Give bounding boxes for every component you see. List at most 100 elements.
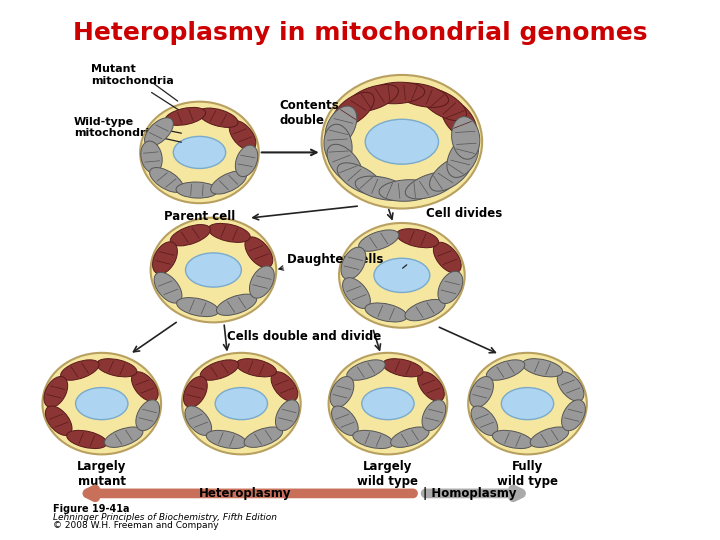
Ellipse shape	[405, 300, 445, 321]
Ellipse shape	[433, 242, 462, 273]
Ellipse shape	[341, 247, 366, 279]
Ellipse shape	[361, 388, 414, 420]
Ellipse shape	[141, 141, 162, 173]
Ellipse shape	[96, 359, 137, 377]
Ellipse shape	[447, 136, 479, 178]
Text: | Homoplasmy: | Homoplasmy	[423, 487, 516, 500]
Ellipse shape	[355, 176, 409, 200]
Ellipse shape	[332, 92, 374, 127]
Text: Largely
wild type: Largely wild type	[357, 460, 418, 488]
Ellipse shape	[430, 156, 472, 191]
Ellipse shape	[76, 388, 128, 420]
Ellipse shape	[154, 272, 182, 303]
Ellipse shape	[468, 353, 587, 454]
Ellipse shape	[331, 406, 358, 435]
Ellipse shape	[522, 359, 562, 377]
Text: Cells double and divide: Cells double and divide	[228, 330, 382, 343]
Text: Contents
double: Contents double	[280, 99, 340, 127]
Ellipse shape	[530, 427, 569, 447]
Ellipse shape	[328, 353, 447, 454]
Text: Largely
mutant: Largely mutant	[77, 460, 127, 488]
Ellipse shape	[337, 163, 383, 195]
Ellipse shape	[365, 119, 438, 164]
Ellipse shape	[104, 427, 143, 447]
Ellipse shape	[422, 400, 446, 431]
Ellipse shape	[492, 430, 533, 449]
Text: Heteroplasmy in mitochondrial genomes: Heteroplasmy in mitochondrial genomes	[73, 22, 647, 45]
Ellipse shape	[200, 360, 238, 380]
Ellipse shape	[211, 171, 246, 194]
Ellipse shape	[343, 278, 370, 308]
Ellipse shape	[359, 230, 399, 251]
Ellipse shape	[271, 372, 298, 401]
Text: Lehninger Principles of Biochemistry, Fifth Edition: Lehninger Principles of Biochemistry, Fi…	[53, 512, 277, 522]
Ellipse shape	[185, 406, 212, 435]
Ellipse shape	[276, 400, 300, 431]
Ellipse shape	[186, 253, 241, 287]
Ellipse shape	[45, 406, 72, 435]
Ellipse shape	[199, 108, 238, 127]
Ellipse shape	[420, 89, 467, 120]
Ellipse shape	[206, 430, 246, 449]
Ellipse shape	[150, 167, 184, 192]
Ellipse shape	[184, 376, 207, 407]
Ellipse shape	[391, 427, 429, 447]
Text: Figure 19-41a: Figure 19-41a	[53, 504, 130, 514]
Ellipse shape	[330, 376, 354, 407]
Ellipse shape	[140, 102, 258, 203]
Text: Heteroplasmy: Heteroplasmy	[199, 487, 291, 500]
Ellipse shape	[176, 182, 218, 198]
Ellipse shape	[395, 83, 449, 107]
Ellipse shape	[136, 400, 160, 431]
Ellipse shape	[325, 106, 357, 147]
Ellipse shape	[347, 360, 385, 380]
Ellipse shape	[322, 75, 482, 208]
Text: Fully
wild type: Fully wild type	[497, 460, 558, 488]
Ellipse shape	[451, 117, 480, 159]
Ellipse shape	[374, 258, 430, 293]
Ellipse shape	[60, 360, 99, 380]
Ellipse shape	[217, 294, 256, 315]
Ellipse shape	[215, 388, 268, 420]
Ellipse shape	[229, 120, 256, 150]
Ellipse shape	[327, 144, 363, 184]
Ellipse shape	[397, 229, 438, 248]
Ellipse shape	[557, 372, 584, 401]
Ellipse shape	[486, 360, 525, 380]
Ellipse shape	[244, 427, 282, 447]
Ellipse shape	[153, 242, 177, 274]
Ellipse shape	[441, 100, 477, 139]
Text: Mutant
mitochondria: Mutant mitochondria	[91, 64, 174, 86]
Ellipse shape	[67, 430, 107, 449]
Ellipse shape	[145, 118, 174, 146]
Ellipse shape	[245, 237, 273, 268]
Ellipse shape	[44, 376, 68, 407]
Ellipse shape	[471, 406, 498, 435]
Text: Daughter cells: Daughter cells	[287, 253, 383, 266]
Ellipse shape	[182, 353, 301, 454]
Ellipse shape	[176, 298, 219, 316]
Ellipse shape	[170, 225, 210, 246]
Ellipse shape	[369, 82, 425, 104]
Ellipse shape	[150, 218, 276, 322]
Ellipse shape	[324, 124, 352, 167]
Text: Parent cell: Parent cell	[164, 210, 235, 223]
Ellipse shape	[236, 359, 276, 377]
Ellipse shape	[438, 271, 463, 303]
Ellipse shape	[365, 303, 408, 322]
Ellipse shape	[42, 353, 161, 454]
Ellipse shape	[339, 223, 464, 328]
Text: Cell divides: Cell divides	[426, 207, 503, 220]
Ellipse shape	[250, 266, 274, 298]
Ellipse shape	[562, 400, 585, 431]
Ellipse shape	[347, 85, 398, 112]
Ellipse shape	[174, 137, 225, 168]
Ellipse shape	[382, 359, 423, 377]
Ellipse shape	[469, 376, 493, 407]
Ellipse shape	[235, 145, 258, 177]
Ellipse shape	[132, 372, 158, 401]
Ellipse shape	[501, 388, 554, 420]
Ellipse shape	[379, 180, 435, 201]
Ellipse shape	[165, 107, 206, 125]
Text: © 2008 W.H. Freeman and Company: © 2008 W.H. Freeman and Company	[53, 521, 219, 530]
